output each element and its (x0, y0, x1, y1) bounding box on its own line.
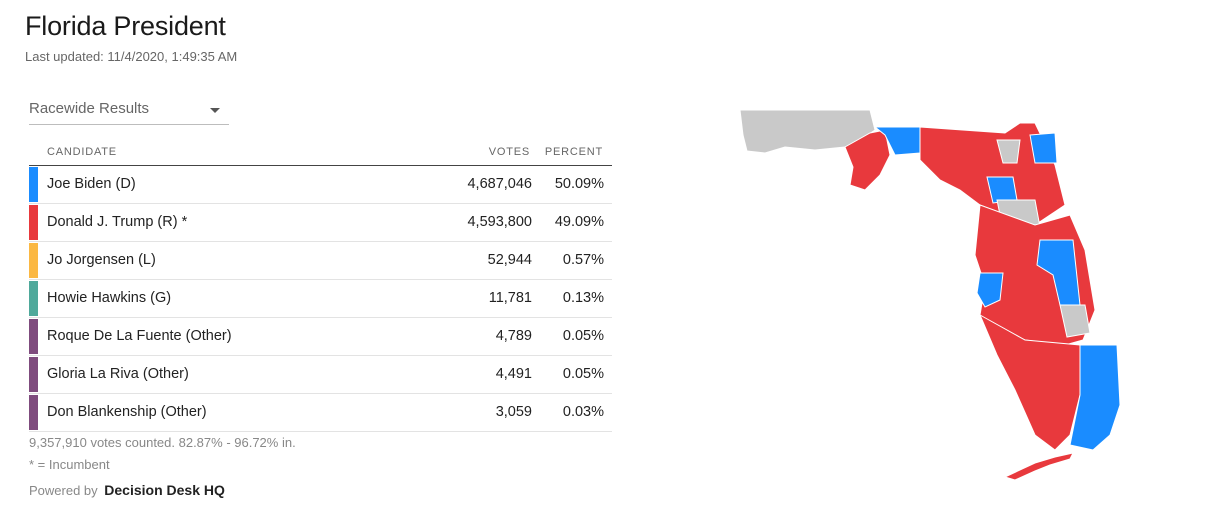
votes-counted-note: 9,357,910 votes counted. 82.87% - 96.72%… (29, 435, 296, 450)
candidate-row[interactable]: Roque De La Fuente (Other) 4,789 0.05% (29, 318, 612, 356)
party-color-swatch (29, 243, 38, 278)
incumbent-note: * = Incumbent (29, 457, 110, 472)
candidate-votes: 4,593,800 (467, 214, 532, 230)
dropdown-selected-value: Racewide Results (29, 100, 150, 117)
party-color-swatch (29, 395, 38, 430)
candidate-row[interactable]: Donald J. Trump (R) * 4,593,800 49.09% (29, 204, 612, 242)
north-pending-county[interactable] (996, 139, 1021, 164)
candidate-percent: 0.05% (562, 328, 604, 344)
party-color-swatch (29, 319, 38, 354)
candidate-votes: 11,781 (488, 290, 532, 306)
chevron-down-icon (210, 108, 220, 113)
candidate-name: Howie Hawkins (G) (47, 290, 172, 306)
candidate-percent: 49.09% (554, 214, 604, 230)
candidate-row[interactable]: Howie Hawkins (G) 11,781 0.13% (29, 280, 612, 318)
candidate-votes: 3,059 (495, 404, 532, 420)
party-color-swatch (29, 167, 38, 202)
page-title: Florida President (25, 11, 226, 41)
southeast-florida-counties[interactable] (1069, 344, 1121, 451)
column-header-candidate: CANDIDATE (47, 146, 117, 158)
candidate-name: Gloria La Riva (Other) (47, 366, 189, 382)
candidate-percent: 0.13% (562, 290, 604, 306)
panhandle-west-counties[interactable] (739, 109, 876, 154)
candidate-row[interactable]: Jo Jorgensen (L) 52,944 0.57% (29, 242, 612, 280)
candidate-name: Joe Biden (D) (47, 176, 136, 192)
panhandle-central-counties[interactable] (844, 129, 891, 191)
results-table: CANDIDATE VOTES PERCENT Joe Biden (D) 4,6… (29, 140, 612, 432)
candidate-percent: 50.09% (554, 176, 604, 192)
candidate-row[interactable]: Gloria La Riva (Other) 4,491 0.05% (29, 356, 612, 394)
candidate-votes: 4,687,046 (467, 176, 532, 192)
candidate-row[interactable]: Don Blankenship (Other) 3,059 0.03% (29, 394, 612, 432)
florida-county-map[interactable] (735, 105, 1125, 485)
candidate-votes: 52,944 (487, 252, 532, 268)
leon-gadsden-counties[interactable] (873, 126, 926, 156)
party-color-swatch (29, 357, 38, 392)
table-header: CANDIDATE VOTES PERCENT (29, 140, 612, 166)
duval-county[interactable] (1029, 132, 1058, 164)
column-header-votes: VOTES (488, 146, 530, 158)
candidate-votes: 4,789 (495, 328, 532, 344)
candidate-name: Jo Jorgensen (L) (47, 252, 156, 268)
pinellas-hillsborough-counties[interactable] (976, 272, 1004, 308)
candidate-percent: 0.05% (562, 366, 604, 382)
candidate-name: Roque De La Fuente (Other) (47, 328, 232, 344)
powered-by-label: Powered by (29, 483, 98, 498)
candidate-votes: 4,491 (495, 366, 532, 382)
powered-by: Powered by Decision Desk HQ (29, 482, 225, 498)
candidate-name: Don Blankenship (Other) (47, 404, 207, 420)
southwest-florida-counties[interactable] (978, 313, 1081, 451)
candidate-name: Donald J. Trump (R) * (47, 214, 188, 230)
candidate-row[interactable]: Joe Biden (D) 4,687,046 50.09% (29, 166, 612, 204)
candidate-percent: 0.57% (562, 252, 604, 268)
decision-desk-logo[interactable]: Decision Desk HQ (104, 482, 225, 498)
florida-keys[interactable] (1003, 452, 1074, 481)
candidate-percent: 0.03% (562, 404, 604, 420)
party-color-swatch (29, 281, 38, 316)
column-header-percent: PERCENT (544, 146, 603, 158)
last-updated: Last updated: 11/4/2020, 1:49:35 AM (25, 49, 238, 64)
results-dropdown[interactable]: Racewide Results (29, 98, 229, 125)
party-color-swatch (29, 205, 38, 240)
central-pending-counties[interactable] (1059, 304, 1091, 338)
